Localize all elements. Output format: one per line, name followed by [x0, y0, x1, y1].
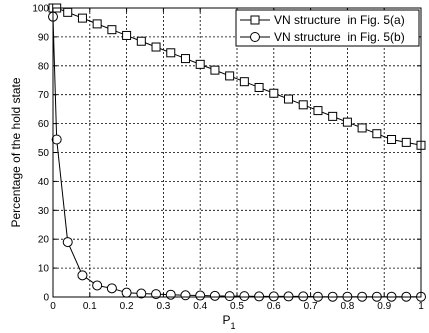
circle-marker — [180, 290, 191, 301]
circle-marker — [195, 290, 206, 301]
y-tick-label: 30 — [38, 206, 50, 217]
x-tick-label: 0.5 — [230, 301, 244, 312]
square-marker — [210, 65, 220, 75]
y-tick-label: 70 — [38, 90, 50, 101]
legend-circle-marker — [250, 32, 260, 42]
legend-box — [235, 9, 420, 47]
y-tick-label: 60 — [38, 119, 50, 130]
x-tick-label: 0 — [50, 301, 56, 312]
tick-labels: 0 0.1 0.2 0.3 0.4 0.5 0.6 0.7 0.8 0.9 101020304050… — [32, 4, 424, 313]
circle-marker — [254, 291, 265, 302]
y-tick-label: 100 — [32, 4, 49, 15]
square-marker — [239, 77, 249, 87]
legend-entry: VN structure in Fig. 5(b) — [240, 30, 405, 44]
y-tick-label: 90 — [38, 32, 50, 43]
square-marker — [180, 54, 190, 64]
circle-marker — [298, 291, 309, 302]
square-marker — [269, 88, 279, 98]
legend-square-marker — [250, 15, 260, 25]
square-marker — [284, 94, 294, 104]
x-tick-label: 0.9 — [377, 301, 391, 312]
circle-marker — [92, 280, 103, 291]
square-marker — [387, 134, 397, 144]
circle-marker — [268, 291, 279, 302]
square-marker — [122, 30, 132, 40]
circle-marker — [151, 289, 162, 300]
x-axis-label-main: P — [222, 313, 230, 327]
circle-marker — [51, 134, 62, 145]
square-marker — [342, 117, 352, 127]
square-marker — [401, 137, 411, 147]
square-marker — [151, 42, 161, 52]
x-tick-label: 0.2 — [120, 301, 134, 312]
x-axis-label-subscript: 1 — [231, 321, 236, 331]
square-marker — [225, 71, 235, 81]
x-tick-label: 0.6 — [267, 301, 281, 312]
circle-marker — [224, 291, 235, 302]
y-tick-label: 50 — [38, 148, 50, 159]
square-marker — [166, 48, 176, 58]
square-marker — [195, 59, 205, 69]
y-tick-label: 20 — [38, 235, 50, 246]
square-marker — [372, 129, 382, 139]
legend-label: VN structure in Fig. 5(a) — [274, 13, 405, 27]
y-tick-label: 40 — [38, 177, 50, 188]
circle-marker — [283, 291, 294, 302]
x-tick-label: 1 — [418, 301, 424, 312]
legend-label: VN structure in Fig. 5(b) — [274, 30, 405, 44]
plot-area — [52, 7, 422, 298]
legend-entry: VN structure in Fig. 5(a) — [240, 13, 405, 27]
square-marker — [313, 106, 323, 116]
y-tick-label: 80 — [38, 61, 50, 72]
grid — [52, 7, 422, 298]
x-tick-label: 0.7 — [304, 301, 318, 312]
square-marker — [63, 7, 73, 17]
series-2 — [48, 11, 426, 302]
square-marker — [357, 123, 367, 133]
square-marker — [136, 36, 146, 46]
x-tick-label: 0.1 — [83, 301, 97, 312]
x-tick-label: 0.8 — [340, 301, 354, 312]
circle-marker — [62, 237, 73, 248]
y-tick-label: 10 — [38, 264, 50, 275]
square-marker — [254, 82, 264, 92]
square-marker — [77, 13, 87, 23]
circle-marker — [239, 291, 250, 302]
x-tick-label: 0.4 — [193, 301, 207, 312]
square-marker — [328, 111, 338, 121]
circle-marker — [136, 288, 147, 299]
x-tick-label: 0.3 — [156, 301, 170, 312]
square-marker — [92, 19, 102, 29]
circle-marker — [121, 287, 132, 298]
square-marker — [298, 100, 308, 110]
y-tick-label: 0 — [43, 293, 49, 304]
circle-marker — [106, 283, 117, 294]
y-axis-label: Percentage of the hold state — [9, 77, 23, 227]
legend: VN structure in Fig. 5(a) VN structure in… — [235, 9, 420, 47]
x-axis-label: P1 — [222, 313, 235, 331]
square-marker — [107, 25, 117, 35]
circle-marker — [77, 270, 88, 281]
circle-marker — [165, 289, 176, 300]
circle-marker — [209, 290, 220, 301]
